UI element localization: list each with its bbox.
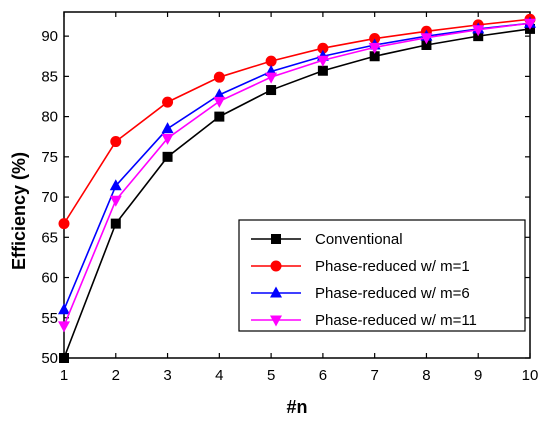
series-4-point — [368, 42, 381, 54]
series-1-point — [317, 65, 328, 76]
x-tick-label: 4 — [215, 367, 223, 384]
y-tick-label: 85 — [41, 68, 58, 85]
series-2-point — [110, 136, 122, 148]
series-4-point — [524, 18, 536, 30]
series-3-point — [58, 303, 70, 315]
y-tick-label: 60 — [41, 270, 58, 287]
series-2-point — [265, 55, 277, 67]
series-3-point — [213, 88, 226, 100]
legend-label: Phase-reduced w/ m=1 — [315, 258, 470, 275]
legend-label: Conventional — [315, 231, 403, 248]
x-tick-label: 10 — [522, 367, 539, 384]
series-2-point — [162, 96, 174, 108]
series-4-point — [316, 55, 329, 67]
x-tick-label: 2 — [112, 367, 120, 384]
y-tick-label: 75 — [41, 149, 58, 166]
legend-marker — [271, 234, 281, 244]
series-4-line — [63, 22, 531, 327]
series-2-line — [63, 18, 531, 225]
x-tick-label: 8 — [422, 367, 430, 384]
series-4-point — [420, 33, 433, 45]
series-4 — [58, 18, 536, 333]
series-4-point — [58, 321, 70, 333]
series-3-point — [109, 179, 122, 191]
series-1-point — [421, 39, 432, 50]
series-1-point — [162, 151, 173, 162]
legend-marker — [270, 315, 282, 327]
axes-layer: 1 2 3 4 5 6 7 8 9 10 50 55 60 65 70 75 80 85 90 — [41, 11, 539, 384]
series-2 — [58, 13, 536, 230]
series-2-point — [317, 42, 329, 54]
legend-label: Phase-reduced w/ m=11 — [315, 312, 477, 329]
series-2-point — [213, 71, 225, 83]
y-tick-label: 80 — [41, 109, 58, 126]
series-1-point — [266, 85, 277, 96]
series-4-point — [109, 195, 122, 207]
x-tick-label: 5 — [267, 367, 275, 384]
series-4-point — [472, 25, 485, 37]
y-tick-label: 65 — [41, 229, 58, 246]
x-axis-title: #n — [286, 397, 307, 417]
series-1-point — [59, 353, 69, 363]
legend-marker — [270, 260, 282, 272]
x-tick-label: 9 — [474, 367, 482, 384]
series-4-point — [161, 133, 174, 145]
legend: Conventional Phase-reduced w/ m=1 Phase-re… — [238, 219, 526, 332]
series-4-point — [265, 72, 278, 84]
series-2-point — [58, 218, 70, 230]
series-4-point — [213, 96, 226, 108]
y-tick-label: 70 — [41, 189, 58, 206]
y-tick-label: 50 — [41, 350, 58, 367]
y-tick-label: 90 — [41, 28, 58, 45]
x-tick-label: 1 — [60, 367, 68, 384]
series-1-point — [214, 111, 225, 122]
series-1-point — [110, 218, 121, 229]
x-tick-label: 6 — [319, 367, 327, 384]
x-tick-label: 7 — [370, 367, 378, 384]
series-3-line — [63, 22, 531, 311]
series-layer — [58, 13, 536, 363]
series-1-point — [369, 51, 380, 62]
plot-frame — [63, 11, 531, 359]
legend-label: Phase-reduced w/ m=6 — [315, 285, 470, 302]
legend-marker — [270, 286, 282, 298]
series-1-line — [63, 28, 531, 359]
x-tick-label: 3 — [163, 367, 171, 384]
y-axis-title: Efficiency (%) — [9, 152, 29, 270]
series-3-point — [161, 122, 174, 134]
y-tick-label: 55 — [41, 310, 58, 327]
